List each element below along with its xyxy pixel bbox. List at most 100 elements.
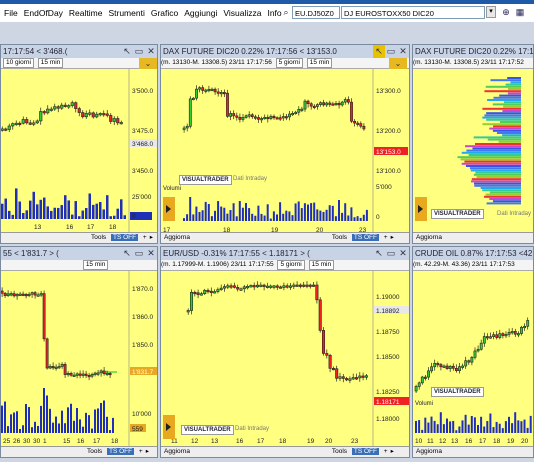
interval-select[interactable]: 15 min xyxy=(308,260,335,270)
pin-icon[interactable]: ↖ xyxy=(373,45,385,58)
volume-bar xyxy=(297,201,300,221)
x-tick-label: 17 xyxy=(163,227,171,234)
candle xyxy=(78,373,82,376)
close-icon[interactable]: ✕ xyxy=(399,248,407,258)
close-icon[interactable]: ✕ xyxy=(399,46,407,56)
search-icon[interactable]: ⌕ xyxy=(283,7,289,17)
interval-select[interactable]: 15 min xyxy=(82,260,109,270)
add-icon[interactable]: + xyxy=(383,448,388,455)
symbol-input[interactable]: EU.DJ50Z0 xyxy=(292,6,340,19)
tools-button[interactable]: Tools xyxy=(331,234,348,241)
candle xyxy=(424,376,427,379)
aggiorna-button[interactable]: Aggiorna xyxy=(164,448,191,455)
menu-realtime[interactable]: Realtime xyxy=(68,8,103,18)
close-icon[interactable]: ✕ xyxy=(147,46,155,56)
volume-bar xyxy=(421,429,424,433)
volume-bar xyxy=(470,415,473,433)
chart-area[interactable]: 13'300.0 13'200.0 13'100.0 13'153.0 5'00… xyxy=(161,69,410,235)
chart-panel-crude-oil[interactable]: CRUDE OIL 0.87% 17:17:53 <42. (m. 42.29-… xyxy=(412,246,534,458)
interval-select[interactable]: 15 min xyxy=(306,58,333,68)
arrow-right-icon[interactable]: ▸ xyxy=(390,234,394,241)
volume-bar xyxy=(269,218,272,221)
menu-info[interactable]: Info xyxy=(267,8,282,18)
tools-button[interactable]: Tools xyxy=(331,448,348,455)
zoom-icon[interactable]: ⊕ xyxy=(502,7,510,17)
play-bookmark-icon[interactable] xyxy=(163,415,175,439)
panel-controls: ↖ ▭ ✕ xyxy=(121,247,157,260)
ts-toggle[interactable]: TS OFF xyxy=(351,448,379,455)
volume-bar xyxy=(424,417,427,433)
candle xyxy=(28,122,32,125)
play-bookmark-icon[interactable] xyxy=(163,197,175,221)
aggiorna-button[interactable]: Aggiorna xyxy=(416,234,443,241)
candle xyxy=(325,353,329,356)
tools-button[interactable]: Tools xyxy=(87,448,103,455)
chart-panel-eurusd[interactable]: EUR/USD -0.31% 17:17:55 < 1.18171 > ( ↖ ▭… xyxy=(160,246,410,458)
chart-panel-4[interactable]: 55 < 1'831.7 > ( ↖ ▭ ✕ 15 min 1'870.0 1'86… xyxy=(0,246,158,458)
chart-panel-dax-profile[interactable]: DAX FUTURE DIC20 0.22% 17:17:52 (m. 1313… xyxy=(412,44,534,244)
arrow-right-icon[interactable]: ▸ xyxy=(145,448,149,455)
aggiorna-button[interactable]: Aggiorna xyxy=(416,448,443,455)
panel-title: DAX FUTURE DIC20 0.22% 17:17:56 < 13'153… xyxy=(161,45,409,58)
profile-bar xyxy=(474,184,521,187)
tools-button[interactable]: Tools xyxy=(91,234,107,241)
period-select[interactable]: 10 giorni xyxy=(3,58,34,68)
menu-visualizza[interactable]: Visualizza xyxy=(223,8,262,18)
chart-panel-1[interactable]: 17:17:54 < 3'468.( ↖ ▭ ✕ 10 giorni 15 min … xyxy=(0,44,158,244)
profile-bar xyxy=(508,88,521,90)
chart-area[interactable]: 3'500.0 3'475.0 3'450.0 3'468.0 25'000 0… xyxy=(1,69,158,235)
menu-grafico[interactable]: Grafico xyxy=(150,8,179,18)
panel-dropdown-button[interactable]: ⌄ xyxy=(139,58,157,69)
ts-toggle[interactable]: TS OFF xyxy=(107,448,135,455)
volume-bar xyxy=(365,209,368,221)
pin-icon[interactable]: ↖ xyxy=(123,248,131,258)
profile-bar xyxy=(489,198,521,200)
chart-area[interactable]: 10 11 12 13 16 17 18 19 20 xyxy=(413,271,534,449)
panel-dropdown-button[interactable]: ⌄ xyxy=(389,58,407,69)
menu-strumenti[interactable]: Strumenti xyxy=(108,8,145,18)
profile-bar xyxy=(466,149,521,152)
add-icon[interactable]: + xyxy=(142,234,147,241)
ts-toggle[interactable]: TS OFF xyxy=(351,234,379,241)
pin-icon[interactable]: ↖ xyxy=(375,248,383,258)
x-tick-label: 17 xyxy=(257,438,265,445)
volume-bar xyxy=(226,213,229,221)
volume-bar xyxy=(37,425,39,433)
symbol-description-field[interactable]: DJ EUROSTOXX50 DIC20 xyxy=(341,6,485,19)
minimize-icon[interactable]: ▭ xyxy=(386,248,396,258)
close-icon[interactable]: ✕ xyxy=(147,248,155,258)
period-select[interactable]: 5 giorni xyxy=(277,260,305,270)
candle xyxy=(105,113,109,116)
period-select[interactable]: 5 giorni xyxy=(275,58,303,68)
candle xyxy=(249,285,253,288)
panel-title: DAX FUTURE DIC20 0.22% 17:17:52 xyxy=(413,45,533,58)
menu-file[interactable]: File xyxy=(4,8,18,18)
chart-panel-dax[interactable]: DAX FUTURE DIC20 0.22% 17:17:56 < 13'153… xyxy=(160,44,410,244)
chart-area[interactable]: 1'870.0 1'860.0 1'850.0 1'840.0 1'831.7 … xyxy=(1,271,158,449)
candle xyxy=(259,284,263,287)
add-icon[interactable]: + xyxy=(383,234,388,241)
ts-toggle[interactable]: TS OFF xyxy=(111,234,139,241)
candle xyxy=(285,285,289,288)
interval-select[interactable]: 15 min xyxy=(37,58,64,68)
play-bookmark-icon[interactable] xyxy=(415,197,427,221)
pin-icon[interactable]: ↖ xyxy=(123,46,131,56)
arrow-right-icon[interactable]: ▸ xyxy=(149,234,153,241)
minimize-icon[interactable]: ▭ xyxy=(134,248,144,258)
minimize-icon[interactable]: ▭ xyxy=(134,46,144,56)
volume-profile-area[interactable] xyxy=(413,69,534,235)
symbol-dropdown-button[interactable]: ▾ xyxy=(486,6,496,18)
aggiorna-button[interactable]: Aggiorna xyxy=(164,234,191,241)
menu-endofday[interactable]: EndOfDay xyxy=(23,8,63,18)
add-icon[interactable]: + xyxy=(138,448,143,455)
candle xyxy=(229,113,233,117)
chart-area[interactable]: 1.19000 1.18892 1.18750 1.18500 1.18250 … xyxy=(161,271,410,449)
layout-icon[interactable]: ▦ xyxy=(515,7,525,17)
arrow-right-icon[interactable]: ▸ xyxy=(390,448,394,455)
profile-bar xyxy=(503,101,521,104)
candle xyxy=(96,372,100,375)
x-tick-label: 25 xyxy=(3,438,11,445)
menu-aggiungi[interactable]: Aggiungi xyxy=(184,8,218,18)
candle xyxy=(246,286,250,289)
minimize-icon[interactable]: ▭ xyxy=(386,46,396,56)
